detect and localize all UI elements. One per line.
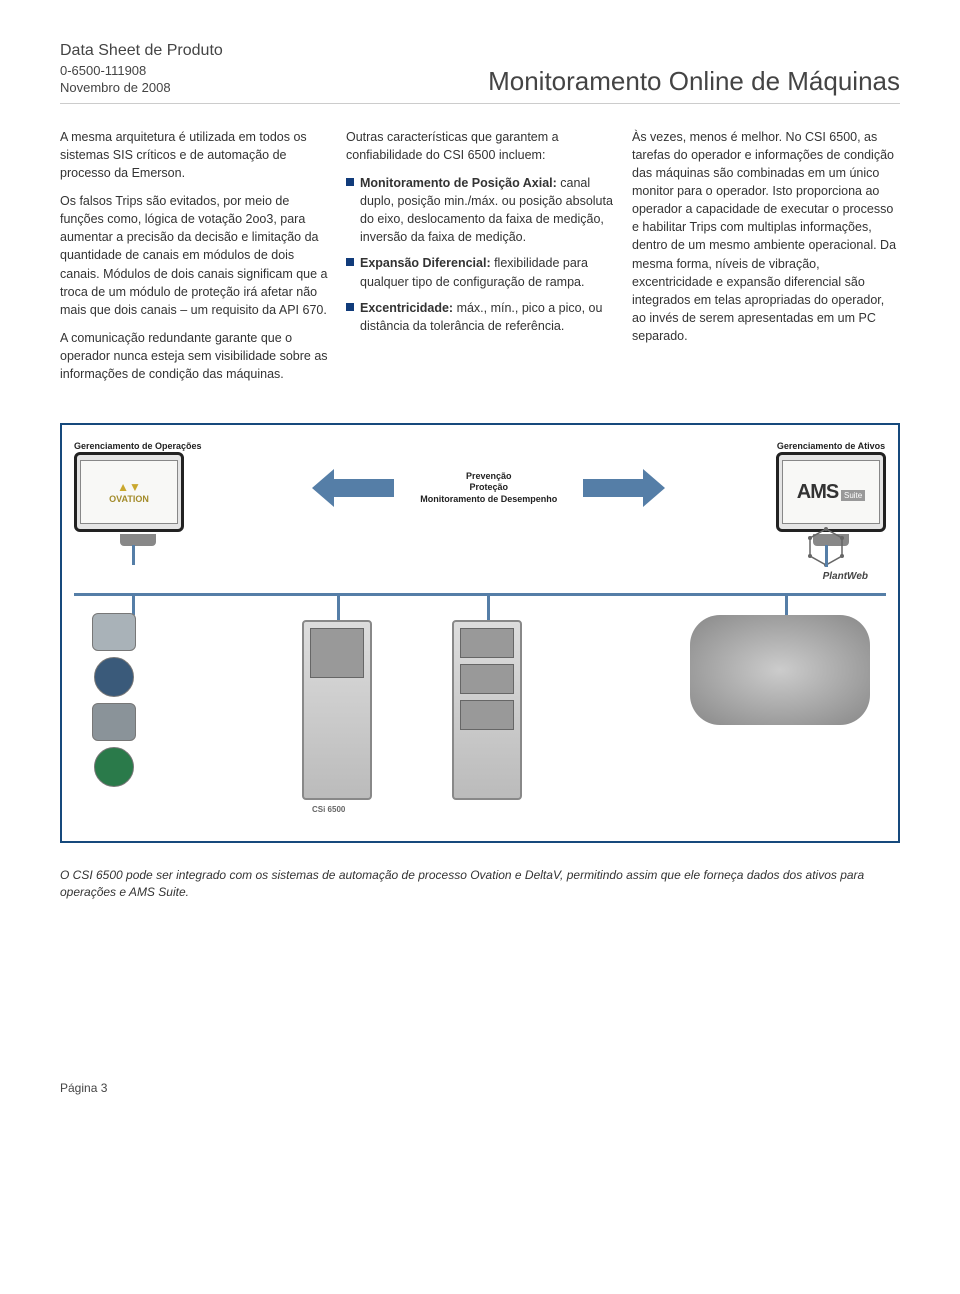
square-bullet-icon [346, 258, 354, 266]
body-columns: A mesma arquitetura é utilizada em todos… [60, 128, 900, 394]
col1-p2: Os falsos Trips são evitados, por meio d… [60, 192, 328, 319]
page-header: Data Sheet de Produto 0-6500-111908 Nove… [60, 40, 900, 104]
bullet-3-bold: Excentricidade: [360, 301, 453, 315]
plantweb-label: PlantWeb [823, 571, 868, 582]
sensor-icon [92, 703, 136, 741]
col2-intro: Outras características que garantem a co… [346, 128, 614, 164]
diagram-right-block: Gerenciamento de Ativos AMS Suite PlantW… [776, 441, 886, 546]
diagram-caption: O CSI 6500 pode ser integrado com os sis… [60, 867, 900, 901]
field-sensors-icon [92, 613, 152, 793]
network-bus-line [74, 593, 886, 596]
network-drop-line [132, 545, 135, 565]
diagram-left-label: Gerenciamento de Operações [74, 441, 202, 452]
column-1: A mesma arquitetura é utilizada em todos… [60, 128, 328, 394]
page-footer: Página 3 [60, 1081, 900, 1095]
doc-date: Novembro de 2008 [60, 79, 223, 97]
bullet-2-text: Expansão Diferencial: flexibilidade para… [360, 254, 614, 290]
ams-screen: AMS Suite [782, 460, 880, 524]
bullet-1-text: Monitoramento de Posição Axial: canal du… [360, 174, 614, 247]
sensor-icon [94, 747, 134, 787]
architecture-diagram: Gerenciamento de Operações ▲▼ OVATION Pr… [60, 423, 900, 843]
square-bullet-icon [346, 178, 354, 186]
turbine-machine-icon [690, 615, 870, 725]
csi-rack-icon [452, 620, 522, 800]
sensor-icon [92, 613, 136, 651]
bullet-1-bold: Monitoramento de Posição Axial: [360, 176, 557, 190]
ovation-screen: ▲▼ OVATION [80, 460, 178, 524]
ovation-monitor-icon: ▲▼ OVATION [74, 452, 184, 532]
product-line: Data Sheet de Produto [60, 40, 223, 62]
column-3: Às vezes, menos é melhor. No CSI 6500, a… [632, 128, 900, 394]
diagram-right-label: Gerenciamento de Ativos [776, 441, 886, 452]
network-drop-line [337, 593, 340, 621]
bullet-2: Expansão Diferencial: flexibilidade para… [346, 254, 614, 290]
center-label-3: Monitoramento de Desempenho [420, 494, 557, 506]
ams-suite-label: Suite [841, 490, 865, 501]
bullet-1: Monitoramento de Posição Axial: canal du… [346, 174, 614, 247]
page-title: Monitoramento Online de Máquinas [488, 66, 900, 97]
bullet-3: Excentricidade: máx., mín., pico a pico,… [346, 299, 614, 335]
deltav-icon: ▲▼ [109, 480, 149, 494]
center-label-2: Proteção [420, 482, 557, 494]
diagram-top-row: Gerenciamento de Operações ▲▼ OVATION Pr… [74, 441, 886, 546]
monitor-stand-icon [120, 534, 156, 546]
ovation-logo: OVATION [109, 494, 149, 504]
diagram-center-block: Prevenção Proteção Monitoramento de Dese… [312, 469, 665, 507]
col1-p3: A comunicação redundante garante que o o… [60, 329, 328, 383]
diagram-left-block: Gerenciamento de Operações ▲▼ OVATION [74, 441, 202, 546]
col3-p1: Às vezes, menos é melhor. No CSI 6500, a… [632, 128, 900, 346]
arrow-right-icon [565, 469, 665, 507]
sensor-icon [94, 657, 134, 697]
control-rack-icon [302, 620, 372, 800]
column-2: Outras características que garantem a co… [346, 128, 614, 394]
bullet-3-text: Excentricidade: máx., mín., pico a pico,… [360, 299, 614, 335]
network-drop-line [785, 593, 788, 617]
col1-p1: A mesma arquitetura é utilizada em todos… [60, 128, 328, 182]
diagram-center-labels: Prevenção Proteção Monitoramento de Dese… [420, 471, 557, 506]
ams-monitor-icon: AMS Suite [776, 452, 886, 532]
center-label-1: Prevenção [420, 471, 557, 483]
network-drop-line [825, 545, 828, 567]
network-drop-line [132, 593, 135, 615]
arrow-left-icon [312, 469, 412, 507]
square-bullet-icon [346, 303, 354, 311]
csi-6500-label: CSi 6500 [312, 805, 345, 814]
ams-logo: AMS [797, 481, 838, 503]
doc-number: 0-6500-111908 [60, 62, 223, 80]
bullet-2-bold: Expansão Diferencial: [360, 256, 491, 270]
header-left-block: Data Sheet de Produto 0-6500-111908 Nove… [60, 40, 223, 97]
network-drop-line [487, 593, 490, 621]
